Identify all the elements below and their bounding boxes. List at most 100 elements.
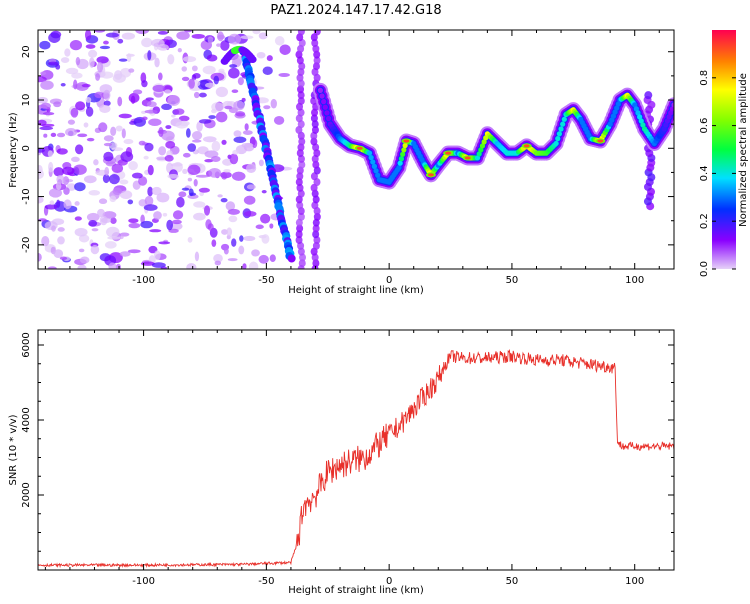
noise-blob — [118, 58, 128, 62]
noise-blob — [204, 150, 219, 158]
noise-blob — [238, 245, 245, 255]
noise-blob — [260, 213, 271, 224]
noise-blob — [62, 176, 70, 186]
noise-blob — [55, 182, 62, 191]
noise-blob — [128, 222, 141, 229]
noise-blob — [99, 45, 111, 50]
noise-blob — [220, 40, 230, 51]
noise-blob — [171, 219, 182, 225]
noise-blob — [274, 36, 285, 46]
noise-blob — [120, 151, 134, 162]
noise-blob — [156, 192, 170, 203]
noise-blob — [182, 152, 191, 158]
noise-blob — [153, 211, 162, 220]
x-tick-label: 0 — [386, 576, 392, 587]
ridge-core — [661, 126, 667, 132]
noise-blob — [217, 194, 223, 198]
noise-blob — [69, 39, 83, 51]
noise-blob — [243, 211, 257, 217]
noise-blob — [242, 263, 247, 269]
noise-blob — [231, 238, 237, 247]
spectrogram-x-ticks: -100 -50 0 50 100 — [44, 30, 660, 286]
noise-blob — [140, 261, 155, 266]
noise-blob — [83, 122, 89, 128]
noise-blob — [83, 175, 97, 184]
band-blob — [297, 96, 305, 105]
band-blob — [313, 212, 321, 221]
noise-blob — [231, 89, 239, 93]
noise-blob — [262, 66, 273, 75]
noise-blob — [210, 155, 221, 163]
noise-blob — [47, 150, 53, 158]
noise-blob — [55, 64, 61, 70]
noise-blob — [63, 187, 70, 195]
band-blob — [297, 91, 305, 100]
colorbar-tick-label: 0.8 — [699, 70, 710, 86]
noise-blob — [258, 32, 268, 40]
noise-blob — [208, 167, 222, 178]
ridge-core — [324, 110, 330, 116]
streak-blob — [287, 254, 296, 263]
noise-blob — [269, 223, 274, 229]
ridge-peak-core — [427, 173, 434, 177]
noise-blob — [96, 56, 109, 64]
noise-blob — [57, 227, 65, 232]
noise-blob — [252, 139, 258, 149]
noise-blob — [112, 187, 123, 196]
noise-blob — [178, 191, 187, 198]
noise-blob — [156, 156, 167, 161]
y-tick-label: 0 — [21, 145, 32, 151]
noise-blob — [211, 239, 217, 247]
noise-blob — [252, 30, 261, 35]
noise-blob — [135, 30, 150, 35]
y-tick-label: 20 — [21, 45, 32, 58]
noise-blob — [151, 186, 162, 196]
ridge-core — [476, 151, 482, 157]
noise-blob — [53, 167, 65, 177]
noise-blob — [41, 236, 50, 247]
noise-blob — [93, 159, 99, 166]
noise-blob — [47, 266, 57, 269]
noise-blob — [198, 187, 210, 193]
noise-blob — [246, 184, 256, 190]
noise-blob — [74, 144, 84, 155]
ridge-core — [637, 114, 643, 120]
noise-blob — [183, 30, 193, 33]
noise-blob — [246, 163, 257, 173]
noise-blob — [243, 195, 256, 205]
noise-blob — [111, 163, 124, 174]
noise-blob — [196, 121, 203, 132]
ridge-core — [398, 156, 405, 162]
noise-blob — [147, 164, 154, 176]
colorbar-tick-label: 0.0 — [699, 261, 710, 277]
noise-blob — [94, 30, 106, 33]
noise-blob — [39, 40, 51, 50]
noise-blob — [217, 31, 224, 42]
noise-blob — [119, 190, 133, 200]
noise-blob — [229, 64, 238, 68]
ridge-core — [553, 140, 559, 147]
ridge-core — [371, 163, 378, 169]
noise-blob — [119, 179, 129, 185]
noise-blob — [98, 198, 108, 205]
noise-blob — [128, 161, 138, 171]
band-blob — [296, 201, 304, 210]
noise-blob — [194, 251, 200, 262]
ridge-peak-core — [464, 156, 471, 160]
noise-blob — [128, 68, 135, 73]
noise-blob — [38, 252, 42, 262]
noise-blob — [115, 125, 123, 132]
noise-blob — [138, 176, 148, 186]
noise-blob — [111, 147, 124, 152]
band-blob — [296, 224, 304, 233]
noise-blob — [195, 174, 210, 178]
noise-blob — [273, 115, 285, 125]
band-blob — [312, 241, 320, 250]
noise-blob — [78, 248, 85, 253]
noise-blob — [187, 143, 197, 152]
noise-blob — [193, 212, 206, 221]
noise-blob — [97, 208, 105, 218]
noise-blob — [104, 166, 110, 176]
noise-blob — [88, 49, 98, 58]
ridge-core — [322, 104, 328, 110]
